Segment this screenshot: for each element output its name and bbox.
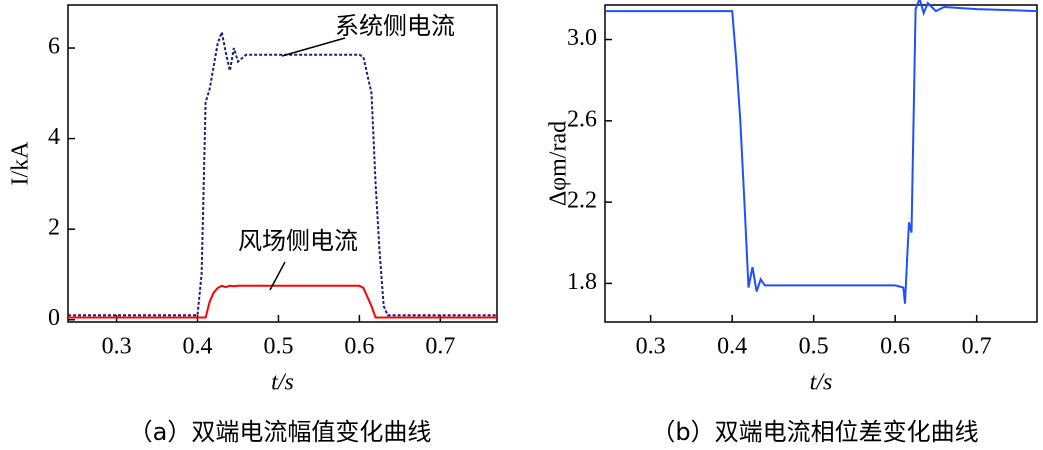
x-tick-label: 0.6 — [344, 334, 374, 360]
y-tick-label: 2.6 — [567, 106, 597, 132]
y-tick-label: 1.8 — [567, 269, 597, 295]
caption: （b）双端电流相位差变化曲线 — [651, 418, 978, 446]
x-tick-label: 0.7 — [425, 334, 455, 360]
y-axis-label: Δφm/rad — [546, 121, 572, 206]
data-line — [68, 28, 497, 317]
y-tick-label: 4 — [48, 124, 60, 150]
x-axis-label: t/s — [271, 370, 294, 396]
plot-frame — [67, 4, 498, 323]
x-tick-label: 0.5 — [263, 334, 293, 360]
y-tick-label: 2.2 — [567, 188, 597, 214]
leader-line — [281, 37, 346, 57]
series-label: 系统侧电流 — [335, 12, 455, 40]
x-tick-label: 0.6 — [880, 334, 910, 360]
x-axis-label: t/s — [810, 370, 833, 396]
y-tick-label: 6 — [48, 34, 60, 60]
y-tick-label: 0 — [48, 305, 60, 331]
x-tick-label: 0.7 — [962, 334, 992, 360]
y-tick-label: 3.0 — [567, 25, 597, 51]
caption: （a）双端电流幅值变化曲线 — [129, 418, 432, 446]
x-tick-label: 0.3 — [102, 334, 132, 360]
x-tick-label: 0.4 — [717, 334, 747, 360]
x-tick-label: 0.4 — [183, 334, 213, 360]
leader-line — [269, 261, 286, 291]
plot-frame — [604, 4, 1038, 323]
series-label: 风场侧电流 — [238, 227, 358, 255]
y-tick-label: 2 — [48, 215, 60, 241]
data-line — [68, 284, 497, 319]
y-axis-label: I/kA — [8, 141, 34, 186]
x-tick-label: 0.3 — [636, 334, 666, 360]
data-line — [605, 0, 1038, 304]
x-tick-label: 0.5 — [799, 334, 829, 360]
